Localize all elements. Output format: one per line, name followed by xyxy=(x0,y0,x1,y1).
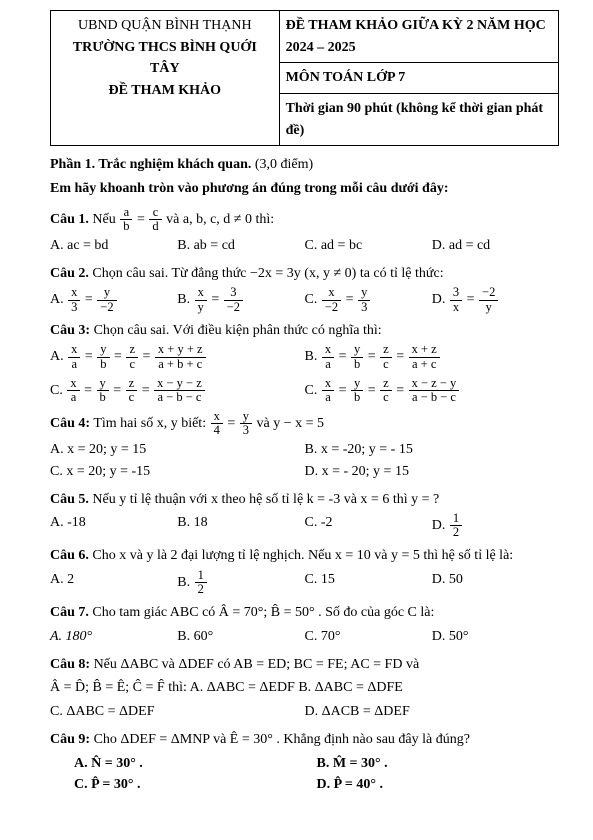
q6-stem: Cho x và y là 2 đại lượng tỉ lệ nghịch. … xyxy=(92,548,513,563)
q8-stem: Nếu ΔABC và ΔDEF có AB = ED; BC = FE; AC… xyxy=(94,657,420,672)
exam-page: UBND QUẬN BÌNH THẠNH TRƯỜNG THCS BÌNH QU… xyxy=(0,0,593,822)
q2: Câu 2. Chọn câu sai. Từ đẳng thức −2x = … xyxy=(50,263,559,285)
q9-label: Câu 9: xyxy=(50,732,90,747)
ubnd: UBND QUẬN BÌNH THẠNH xyxy=(57,15,273,37)
q5-choices: A. -18 B. 18 C. -2 D. 12 xyxy=(50,512,559,539)
q9-b: B. M̂ = 30° . xyxy=(317,753,560,775)
q7-c: C. 70° xyxy=(305,626,432,648)
q1-choices: A. ac = bd B. ab = cd C. ad = bc D. ad =… xyxy=(50,235,559,257)
q6-label: Câu 6. xyxy=(50,548,89,563)
q3-c: C. xa = yb = zc = x − y − za − b − c xyxy=(50,377,305,404)
q9-choices: A. N̂ = 30° . B. M̂ = 30° . C. P̂ = 30° … xyxy=(74,753,559,796)
q5-b: B. 18 xyxy=(177,512,304,539)
q4-stem-b: và y − x = 5 xyxy=(256,416,324,431)
q1-stem-b: và a, b, c, d ≠ 0 thì: xyxy=(166,212,274,227)
q8-c: C. ΔABC = ΔDEF xyxy=(50,701,305,723)
school: TRƯỜNG THCS BÌNH QUỚI TÂY xyxy=(57,37,273,80)
q8: Câu 8: Nếu ΔABC và ΔDEF có AB = ED; BC =… xyxy=(50,654,559,676)
q2-c: C. x−2 = y3 xyxy=(305,286,432,313)
part1-points: (3,0 điểm) xyxy=(255,157,313,172)
q4-d: D. x = - 20; y = 15 xyxy=(305,461,560,483)
q4-a: A. x = 20; y = 15 xyxy=(50,439,305,461)
q7-d: D. 50° xyxy=(432,626,559,648)
q2-choices: A. x3 = y−2 B. xy = 3−2 C. x−2 = y3 D. 3… xyxy=(50,286,559,313)
q2-d: D. 3x = −2y xyxy=(432,286,559,313)
q6-choices: A. 2 B. 12 C. 15 D. 50 xyxy=(50,569,559,596)
q4: Câu 4: Tìm hai số x, y biết: x4 = y3 và … xyxy=(50,410,559,437)
q5: Câu 5. Nếu y tỉ lệ thuận với x theo hệ s… xyxy=(50,489,559,511)
instruction: Em hãy khoanh tròn vào phương án đúng tr… xyxy=(50,178,559,200)
q3: Câu 3: Chọn câu sai. Với điều kiện phân … xyxy=(50,320,559,342)
q5-d: D. 12 xyxy=(432,512,559,539)
q3-b: B. xa = yb = zc = x + za + c xyxy=(305,343,560,370)
q8-choices: C. ΔABC = ΔDEF D. ΔACB = ΔDEF xyxy=(50,701,559,723)
q3-label: Câu 3: xyxy=(50,323,90,338)
q3-choices-1: A. xa = yb = zc = x + y + za + b + c B. … xyxy=(50,343,559,370)
q2-a: A. x3 = y−2 xyxy=(50,286,177,313)
q6-d: D. 50 xyxy=(432,569,559,596)
q7-label: Câu 7. xyxy=(50,605,89,620)
part1-heading-text: Phần 1. Trắc nghiệm khách quan. xyxy=(50,157,255,172)
q1-d: D. ad = cd xyxy=(432,235,559,257)
frac: cd xyxy=(149,206,161,233)
subject: MÔN TOÁN LỚP 7 xyxy=(279,63,558,94)
q2-stem: Chọn câu sai. Từ đẳng thức −2x = 3y (x, … xyxy=(92,266,443,281)
q9-d: D. P̂ = 40° . xyxy=(317,774,560,796)
q3-d: C. xa = yb = zc = x − z − ya − b − c xyxy=(305,377,560,404)
q6-b: B. 12 xyxy=(177,569,304,596)
q9-a: A. N̂ = 30° . xyxy=(74,753,317,775)
q8-line2: Â = D̂; B̂ = Ê; Ĉ = F̂ thì: A. ΔABC = ΔE… xyxy=(50,677,559,699)
q5-a: A. -18 xyxy=(50,512,177,539)
part1-heading: Phần 1. Trắc nghiệm khách quan. (3,0 điể… xyxy=(50,154,559,176)
q4-label: Câu 4: xyxy=(50,416,90,431)
q9-c: C. P̂ = 30° . xyxy=(74,774,317,796)
q5-c: C. -2 xyxy=(305,512,432,539)
q7-choices: A. 180° B. 60° C. 70° D. 50° xyxy=(50,626,559,648)
q9-stem: Cho ΔDEF = ΔMNP và Ê = 30° . Khẳng định … xyxy=(94,732,470,747)
q3-stem: Chọn câu sai. Với điều kiện phân thức có… xyxy=(94,323,382,338)
q4-c: C. x = 20; y = -15 xyxy=(50,461,305,483)
q1-a: A. ac = bd xyxy=(50,235,177,257)
q4-stem-a: Tìm hai số x, y biết: xyxy=(93,416,209,431)
q1-b: B. ab = cd xyxy=(177,235,304,257)
exam-title: ĐỀ THAM KHẢO GIỮA KỲ 2 NĂM HỌC 2024 – 20… xyxy=(279,11,558,63)
q3-choices-2: C. xa = yb = zc = x − y − za − b − c C. … xyxy=(50,377,559,404)
q1-stem-a: Nếu xyxy=(92,212,119,227)
q9: Câu 9: Cho ΔDEF = ΔMNP và Ê = 30° . Khẳn… xyxy=(50,729,559,751)
q1: Câu 1. Nếu ab = cd và a, b, c, d ≠ 0 thì… xyxy=(50,206,559,233)
q6-c: C. 15 xyxy=(305,569,432,596)
q1-c: C. ad = bc xyxy=(305,235,432,257)
q2-b: B. xy = 3−2 xyxy=(177,286,304,313)
subtitle: ĐỀ THAM KHẢO xyxy=(57,80,273,102)
q1-label: Câu 1. xyxy=(50,212,89,227)
q7-stem: Cho tam giác ABC có Â = 70°; B̂ = 50° . … xyxy=(92,605,434,620)
q8-label: Câu 8: xyxy=(50,657,90,672)
q6: Câu 6. Cho x và y là 2 đại lượng tỉ lệ n… xyxy=(50,545,559,567)
time: Thời gian 90 phút (không kể thời gian ph… xyxy=(279,94,558,146)
frac: ab xyxy=(120,206,132,233)
q2-label: Câu 2. xyxy=(50,266,89,281)
q7-a: A. 180° xyxy=(50,629,92,644)
q6-a: A. 2 xyxy=(50,569,177,596)
header-table: UBND QUẬN BÌNH THẠNH TRƯỜNG THCS BÌNH QU… xyxy=(50,10,559,146)
q4-choices: A. x = 20; y = 15 B. x = -20; y = - 15 C… xyxy=(50,439,559,482)
q5-label: Câu 5. xyxy=(50,492,89,507)
q7-b: B. 60° xyxy=(177,626,304,648)
q3-a: A. xa = yb = zc = x + y + za + b + c xyxy=(50,343,305,370)
q5-stem: Nếu y tỉ lệ thuận với x theo hệ số tỉ lệ… xyxy=(92,492,439,507)
q4-b: B. x = -20; y = - 15 xyxy=(305,439,560,461)
q7: Câu 7. Cho tam giác ABC có Â = 70°; B̂ =… xyxy=(50,602,559,624)
q8-d: D. ΔACB = ΔDEF xyxy=(305,701,560,723)
